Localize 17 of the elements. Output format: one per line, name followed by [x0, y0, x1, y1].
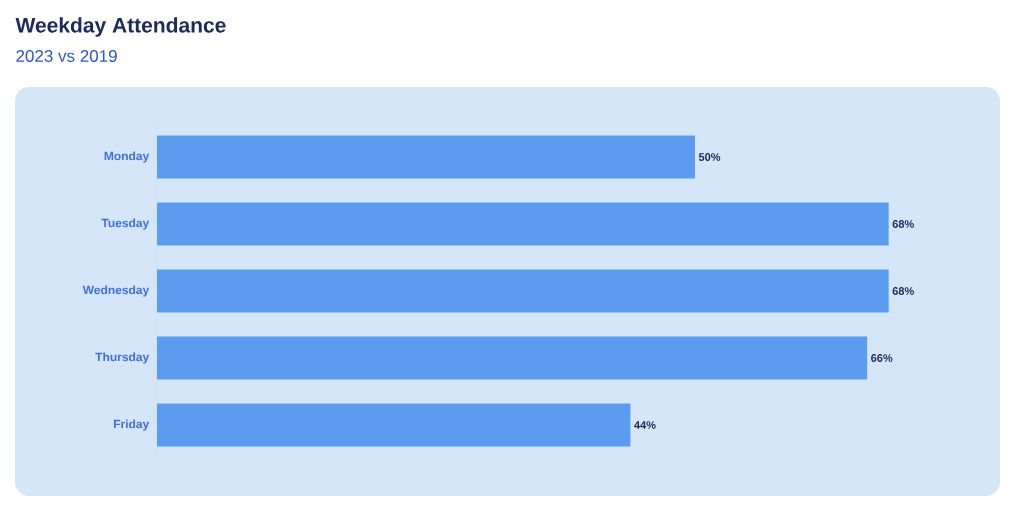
chart-subtitle: 2023 vs 2019	[16, 49, 117, 63]
data-label: 68%	[892, 287, 914, 295]
bar	[157, 269, 889, 313]
y-tick-label: Wednesday	[82, 285, 150, 297]
y-tick-label: Thursday	[95, 352, 150, 364]
data-label: 66%	[871, 354, 893, 362]
y-tick-label: Friday	[113, 419, 150, 431]
data-label: 50%	[698, 153, 721, 161]
y-tick-label: Tuesday	[101, 218, 150, 230]
data-label: 68%	[892, 220, 914, 228]
chart-title: Weekday Attendance	[15, 17, 226, 37]
bar	[157, 202, 889, 246]
bar	[157, 336, 868, 380]
bar	[157, 135, 695, 179]
y-tick-label: Monday	[104, 151, 150, 163]
bar	[157, 403, 631, 447]
data-label: 44%	[634, 421, 656, 429]
